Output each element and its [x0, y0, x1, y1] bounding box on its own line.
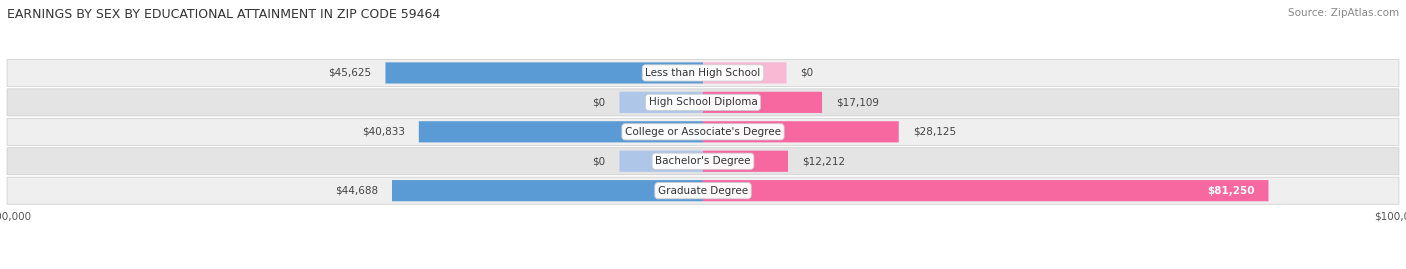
- FancyBboxPatch shape: [703, 92, 823, 113]
- Legend: Male, Female: Male, Female: [647, 267, 759, 269]
- Text: $28,125: $28,125: [912, 127, 956, 137]
- FancyBboxPatch shape: [620, 92, 703, 113]
- FancyBboxPatch shape: [703, 62, 786, 84]
- Text: $0: $0: [800, 68, 814, 78]
- FancyBboxPatch shape: [703, 121, 898, 142]
- FancyBboxPatch shape: [7, 177, 1399, 204]
- Text: $40,833: $40,833: [361, 127, 405, 137]
- FancyBboxPatch shape: [7, 59, 1399, 86]
- Text: College or Associate's Degree: College or Associate's Degree: [626, 127, 780, 137]
- FancyBboxPatch shape: [385, 62, 703, 84]
- Text: EARNINGS BY SEX BY EDUCATIONAL ATTAINMENT IN ZIP CODE 59464: EARNINGS BY SEX BY EDUCATIONAL ATTAINMEN…: [7, 8, 440, 21]
- FancyBboxPatch shape: [419, 121, 703, 142]
- Text: $17,109: $17,109: [837, 97, 879, 107]
- Text: Less than High School: Less than High School: [645, 68, 761, 78]
- FancyBboxPatch shape: [703, 180, 1268, 201]
- FancyBboxPatch shape: [392, 180, 703, 201]
- FancyBboxPatch shape: [703, 151, 787, 172]
- FancyBboxPatch shape: [7, 148, 1399, 175]
- FancyBboxPatch shape: [7, 89, 1399, 116]
- Text: Source: ZipAtlas.com: Source: ZipAtlas.com: [1288, 8, 1399, 18]
- Text: $81,250: $81,250: [1208, 186, 1254, 196]
- FancyBboxPatch shape: [620, 151, 703, 172]
- Text: $0: $0: [592, 156, 606, 166]
- FancyBboxPatch shape: [7, 118, 1399, 145]
- Text: $0: $0: [592, 97, 606, 107]
- Text: $12,212: $12,212: [801, 156, 845, 166]
- Text: Graduate Degree: Graduate Degree: [658, 186, 748, 196]
- Text: High School Diploma: High School Diploma: [648, 97, 758, 107]
- Text: $44,688: $44,688: [335, 186, 378, 196]
- Text: $45,625: $45,625: [329, 68, 371, 78]
- Text: Bachelor's Degree: Bachelor's Degree: [655, 156, 751, 166]
